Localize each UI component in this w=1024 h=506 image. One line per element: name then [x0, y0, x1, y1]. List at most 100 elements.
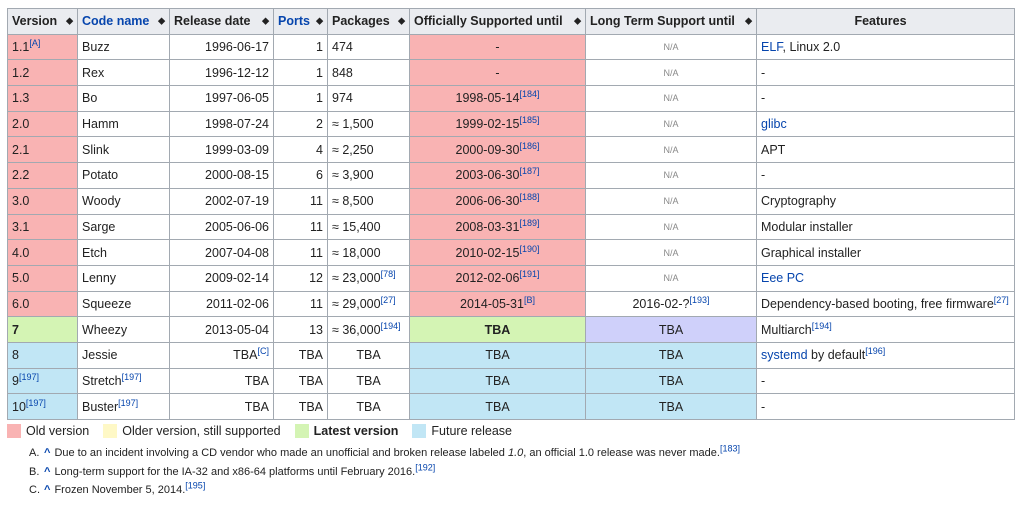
- feature-text: -: [761, 168, 766, 183]
- features-cell: Multiarch[194]: [756, 316, 1015, 343]
- code-name-cell: Etch: [77, 239, 170, 266]
- column-header-label: Version: [12, 14, 58, 29]
- sort-arrows-icon[interactable]: ◆: [398, 15, 405, 26]
- table-row: 1.3 Bo 1997-06-05 1 974 1998-05-14[184] N/A -: [7, 85, 1015, 112]
- feature-link[interactable]: ELF: [761, 40, 783, 55]
- column-header-officially-supported-until[interactable]: Officially Supported until ◆: [409, 8, 586, 35]
- code-name-cell: Stretch[197]: [77, 367, 170, 395]
- lts-until-value: TBA: [658, 399, 684, 414]
- citation-link[interactable]: [188]: [519, 192, 540, 202]
- column-header-version[interactable]: Version ◆: [7, 8, 78, 35]
- features-cell: ELF, Linux 2.0: [756, 33, 1015, 61]
- citation-link[interactable]: [184]: [519, 89, 540, 100]
- citation-link[interactable]: [C]: [257, 346, 269, 357]
- feature-link[interactable]: Eee PC: [761, 271, 805, 286]
- ports-count: 4: [316, 142, 323, 157]
- feature-text: , Linux 2.0: [782, 40, 841, 55]
- footnote-backlink-icon[interactable]: ^: [44, 484, 51, 496]
- citation-link[interactable]: [A]: [29, 37, 41, 48]
- footnote-text: Long-term support for the IA-32 and x86-…: [54, 461, 436, 482]
- sort-arrows-icon[interactable]: ◆: [262, 15, 269, 26]
- citation-link[interactable]: [190]: [519, 243, 540, 254]
- supported-until-date: 2014-05-31: [460, 296, 524, 311]
- legend-swatch: [103, 424, 118, 438]
- feature-link[interactable]: systemd: [761, 348, 808, 363]
- supported-until-date: 1999-02-15: [455, 117, 520, 132]
- sort-arrows-icon[interactable]: ◆: [745, 15, 752, 26]
- citation-link[interactable]: [187]: [519, 166, 540, 177]
- release-date-cell: 2007-04-08: [169, 239, 274, 266]
- code-name: Hamm: [82, 117, 119, 132]
- release-date: 2013-05-04: [205, 322, 269, 337]
- footnote-backlink-icon[interactable]: ^: [44, 465, 51, 478]
- sort-arrows-icon[interactable]: ◆: [158, 15, 165, 26]
- citation-link[interactable]: [194]: [811, 320, 832, 331]
- code-name: Sarge: [82, 219, 116, 234]
- citation-link[interactable]: [183]: [719, 443, 740, 454]
- features-cell: glibc: [756, 110, 1015, 138]
- citation-link[interactable]: [27]: [993, 294, 1009, 305]
- citation-link[interactable]: [191]: [519, 269, 540, 280]
- citation-link[interactable]: [185]: [519, 114, 540, 125]
- ports-count: TBA: [298, 399, 323, 414]
- packages-cell: ≈ 36,000[194]: [327, 316, 410, 343]
- citation-link[interactable]: [192]: [415, 461, 436, 472]
- code-name: Rex: [82, 65, 105, 80]
- column-header-long-term-support-until[interactable]: Long Term Support until ◆: [585, 8, 757, 35]
- ports-count: 13: [309, 322, 323, 337]
- feature-link[interactable]: glibc: [761, 117, 787, 132]
- column-header-packages[interactable]: Packages ◆: [327, 8, 410, 35]
- version-cell: 2.1: [7, 136, 78, 164]
- legend-item: Older version, still supported: [103, 424, 281, 438]
- code-name: Squeeze: [82, 296, 132, 311]
- citation-link[interactable]: [197]: [25, 397, 46, 408]
- column-header-features[interactable]: Features: [756, 8, 1015, 35]
- ports-cell: 11: [273, 239, 328, 266]
- version-cell: 1.2: [7, 59, 78, 87]
- column-header-code-name[interactable]: Code name ◆: [77, 8, 170, 35]
- release-date-cell: 1999-03-09: [169, 136, 274, 164]
- supported-until-cell: TBA: [409, 393, 586, 420]
- citation-link[interactable]: [27]: [380, 294, 396, 305]
- legend-item: Old version: [7, 424, 89, 438]
- citation-link[interactable]: [195]: [185, 480, 206, 491]
- citation-link[interactable]: [193]: [689, 294, 710, 305]
- citation-link[interactable]: [197]: [18, 371, 39, 382]
- sort-arrows-icon[interactable]: ◆: [316, 15, 323, 26]
- footnote-text-part: , an official 1.0 release was never made…: [523, 447, 720, 459]
- version-cell: 2.2: [7, 162, 78, 189]
- footnote-text-part: Long-term support for the IA-32 and x86-…: [54, 465, 416, 478]
- column-header-ports[interactable]: Ports ◆: [273, 8, 328, 35]
- ports-count: 11: [310, 194, 323, 209]
- ports-cell: 11: [273, 213, 328, 241]
- footnote-backlink-icon[interactable]: ^: [44, 447, 51, 459]
- version-cell: 1.3: [7, 85, 78, 112]
- citation-link[interactable]: [186]: [519, 140, 540, 151]
- column-header-release-date[interactable]: Release date ◆: [169, 8, 274, 35]
- lts-until-value: TBA: [658, 373, 684, 388]
- supported-until-date: TBA: [485, 399, 510, 414]
- features-cell: Dependency-based booting, free firmware[…: [756, 290, 1015, 318]
- table-row: 2.0 Hamm 1998-07-24 2 ≈ 1,500 1999-02-15[185]…: [7, 110, 1015, 138]
- sort-arrows-icon[interactable]: ◆: [66, 15, 73, 26]
- column-header-label: Code name: [82, 14, 150, 29]
- citation-link[interactable]: [197]: [118, 397, 139, 408]
- ports-count: 2: [316, 117, 323, 132]
- citation-link[interactable]: [78]: [380, 269, 396, 280]
- supported-until-cell: 2014-05-31[B]: [409, 290, 586, 318]
- citation-link[interactable]: [189]: [519, 217, 540, 228]
- citation-link[interactable]: [194]: [380, 320, 401, 331]
- sort-arrows-icon[interactable]: ◆: [574, 15, 581, 26]
- citation-link[interactable]: [196]: [865, 346, 886, 357]
- code-name-cell: Buster[197]: [77, 393, 170, 420]
- citation-link[interactable]: [B]: [523, 294, 535, 305]
- citation-link[interactable]: [197]: [121, 371, 142, 382]
- release-date: 1996-12-12: [205, 65, 269, 80]
- feature-text: APT: [761, 142, 786, 157]
- release-date-cell: 2013-05-04: [169, 316, 274, 343]
- ports-count: 11: [310, 296, 323, 311]
- features-cell: -: [756, 85, 1015, 112]
- code-name: Bo: [82, 91, 98, 106]
- packages-cell: 974: [327, 85, 410, 112]
- version-cell: 9[197]: [7, 367, 78, 395]
